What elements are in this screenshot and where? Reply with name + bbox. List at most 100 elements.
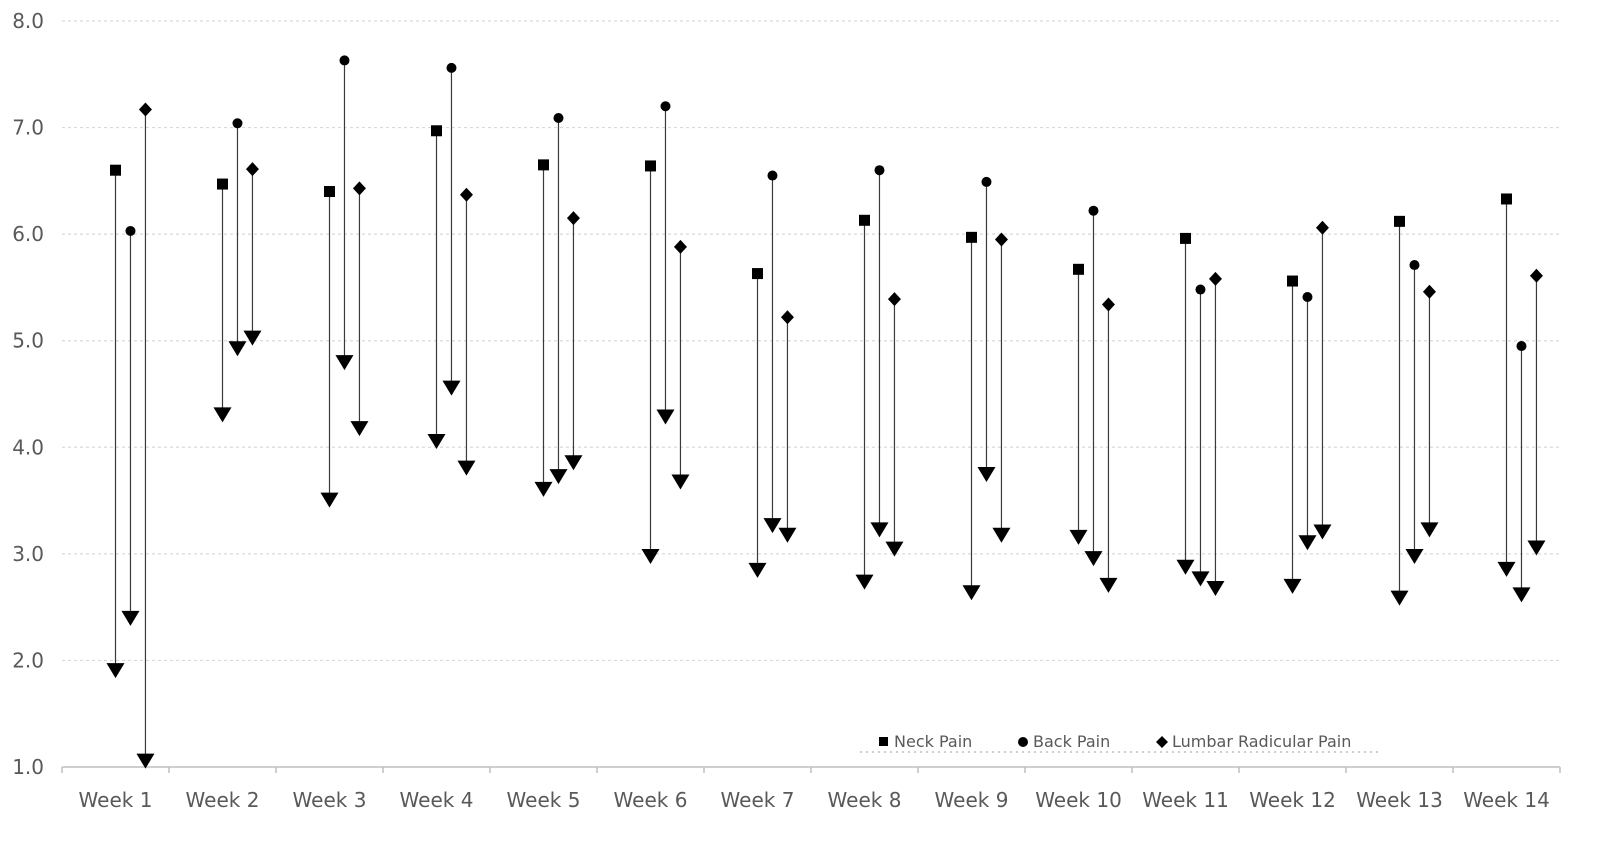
lumbar-radicular-pain-end-arrow — [1527, 540, 1546, 556]
lumbar-radicular-pain-change-week-11 — [1206, 271, 1225, 597]
back-pain-start-marker — [1088, 205, 1099, 216]
x-tick-label: Week 10 — [1035, 788, 1122, 812]
neck-pain-start-marker — [324, 186, 335, 198]
legend-label-lumbar-radicular-pain: Lumbar Radicular Pain — [1172, 732, 1351, 751]
back-pain-start-marker — [232, 118, 243, 129]
legend: Neck Pain Back Pain Lumbar Radicular Pai… — [860, 732, 1382, 753]
lumbar-radicular-pain-start-marker — [1101, 297, 1115, 312]
x-tick-label: Week 4 — [400, 788, 474, 812]
x-tick-label: Week 9 — [935, 788, 1009, 812]
y-tick-label: 5.0 — [12, 329, 44, 353]
data-marks — [106, 55, 1546, 769]
neck-pain-end-arrow — [1176, 559, 1195, 575]
lumbar-radicular-pain-end-arrow — [564, 455, 583, 471]
neck-pain-start-marker — [1073, 263, 1084, 275]
back-pain-change-week-3 — [335, 55, 354, 371]
neck-pain-end-arrow — [1283, 578, 1302, 594]
back-pain-start-marker — [767, 170, 778, 181]
neck-pain-start-marker — [1394, 215, 1405, 227]
neck-pain-start-marker — [217, 178, 228, 190]
lumbar-radicular-pain-end-arrow — [1313, 524, 1332, 540]
lumbar-radicular-pain-start-marker — [1315, 220, 1329, 235]
lumbar-radicular-pain-change-week-2 — [243, 162, 262, 346]
lumbar-radicular-pain-end-arrow — [350, 421, 369, 437]
lumbar-radicular-pain-change-week-5 — [564, 211, 583, 471]
back-pain-start-marker — [339, 55, 350, 66]
lumbar-radicular-pain-start-marker — [1208, 271, 1222, 286]
back-pain-change-week-2 — [228, 118, 247, 357]
y-tick-label: 2.0 — [12, 648, 44, 672]
lumbar-radicular-pain-start-marker — [1422, 284, 1436, 299]
legend-marker-square — [879, 737, 888, 746]
lumbar-radicular-pain-start-marker — [352, 181, 366, 196]
back-pain-start-marker — [125, 225, 136, 236]
neck-pain-end-arrow — [213, 407, 232, 423]
back-pain-change-week-12 — [1298, 292, 1317, 551]
neck-pain-end-arrow — [534, 481, 553, 497]
neck-pain-end-arrow — [427, 433, 446, 449]
neck-pain-change-week-8 — [855, 214, 874, 590]
lumbar-radicular-pain-start-marker — [566, 211, 580, 226]
lumbar-radicular-pain-change-week-7 — [778, 310, 797, 543]
back-pain-start-marker — [1409, 260, 1420, 271]
back-pain-start-marker — [1195, 284, 1206, 295]
back-pain-change-week-4 — [442, 62, 461, 396]
back-pain-start-marker — [1302, 292, 1313, 303]
lumbar-radicular-pain-change-week-6 — [671, 239, 690, 490]
neck-pain-start-marker — [431, 125, 442, 137]
neck-pain-change-week-6 — [641, 160, 660, 565]
neck-pain-start-marker — [538, 159, 549, 171]
neck-pain-end-arrow — [1390, 590, 1409, 606]
y-tick-label: 6.0 — [12, 222, 44, 246]
x-tick-label: Week 6 — [614, 788, 688, 812]
x-tick-label: Week 5 — [507, 788, 581, 812]
lumbar-radicular-pain-change-week-14 — [1527, 268, 1546, 556]
x-axis-tick-labels: Week 1 Week 2 Week 3 Week 4 Week 5 Week 6 Week… — [79, 788, 1550, 812]
lumbar-radicular-pain-start-marker — [459, 187, 473, 202]
lumbar-radicular-pain-change-week-3 — [350, 181, 369, 437]
neck-pain-change-week-13 — [1390, 215, 1409, 606]
back-pain-end-arrow — [1191, 571, 1210, 587]
neck-pain-change-week-12 — [1283, 275, 1302, 594]
neck-pain-end-arrow — [1497, 561, 1516, 577]
neck-pain-start-marker — [859, 214, 870, 226]
legend-marker-circle — [1018, 737, 1028, 747]
x-tick-label: Week 13 — [1356, 788, 1443, 812]
back-pain-end-arrow — [1084, 551, 1103, 567]
neck-pain-start-marker — [110, 164, 121, 176]
lumbar-radicular-pain-end-arrow — [671, 474, 690, 490]
neck-pain-change-week-10 — [1069, 263, 1088, 545]
y-tick-label: 1.0 — [12, 755, 44, 779]
lumbar-radicular-pain-end-arrow — [885, 541, 904, 557]
lumbar-radicular-pain-change-week-4 — [457, 187, 476, 476]
neck-pain-change-week-7 — [748, 268, 767, 578]
y-tick-label: 4.0 — [12, 435, 44, 459]
legend-marker-diamond — [1156, 736, 1168, 748]
back-pain-end-arrow — [442, 380, 461, 396]
neck-pain-change-week-5 — [534, 159, 553, 497]
neck-pain-end-arrow — [1069, 529, 1088, 545]
x-axis — [61, 766, 1561, 773]
back-pain-end-arrow — [121, 610, 140, 626]
lumbar-radicular-pain-end-arrow — [243, 330, 262, 346]
lumbar-radicular-pain-change-week-1 — [136, 102, 155, 769]
back-pain-change-week-1 — [121, 225, 140, 626]
back-pain-end-arrow — [335, 355, 354, 371]
back-pain-change-week-9 — [977, 176, 996, 482]
lumbar-radicular-pain-change-week-9 — [992, 232, 1011, 543]
lumbar-radicular-pain-end-arrow — [778, 527, 797, 543]
neck-pain-change-week-11 — [1176, 232, 1195, 575]
x-tick-label: Week 14 — [1463, 788, 1550, 812]
neck-pain-change-week-4 — [427, 125, 446, 449]
neck-pain-change-week-3 — [320, 186, 339, 508]
back-pain-start-marker — [446, 62, 457, 73]
y-tick-label: 7.0 — [12, 116, 44, 140]
back-pain-start-marker — [660, 101, 671, 112]
gridlines — [62, 20, 1560, 662]
back-pain-change-week-6 — [656, 101, 675, 425]
x-tick-label: Week 12 — [1249, 788, 1336, 812]
back-pain-change-week-8 — [870, 165, 889, 538]
neck-pain-change-week-9 — [962, 231, 981, 601]
legend-label-back-pain: Back Pain — [1033, 732, 1110, 751]
x-tick-label: Week 3 — [293, 788, 367, 812]
